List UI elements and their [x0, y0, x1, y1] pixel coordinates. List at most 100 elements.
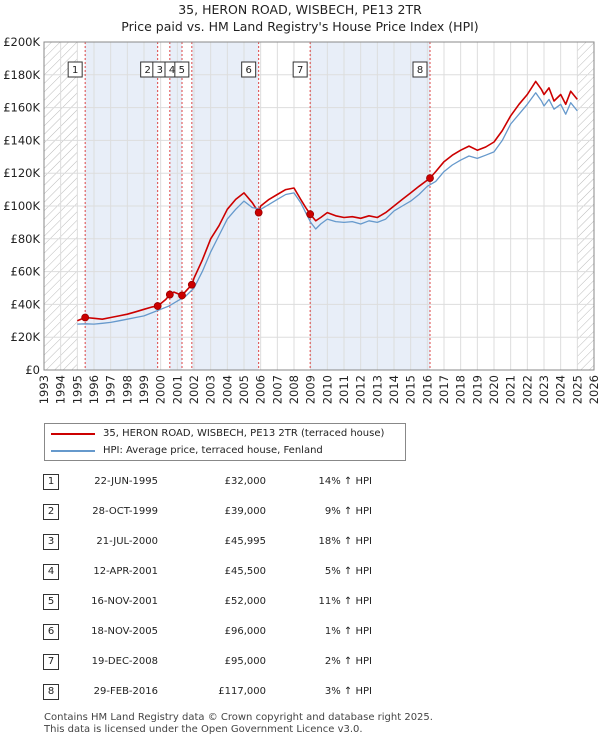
- property-price-line: [76, 80, 578, 322]
- row-number-badge: 2: [43, 504, 59, 520]
- sale-label-text: 5: [179, 65, 185, 76]
- sale-label-text: 2: [144, 65, 150, 76]
- x-tick-label: 1996: [87, 375, 101, 404]
- row-date: 21-JUL-2000: [96, 536, 158, 547]
- y-tick-label: £180K: [3, 68, 40, 82]
- x-tick-label: 2007: [270, 375, 284, 404]
- row-price: £52,000: [224, 596, 266, 607]
- row-price: £39,000: [224, 506, 266, 517]
- sale-label-text: 1: [72, 65, 78, 76]
- legend-label-hpi: HPI: Average price, terraced house, Fenl…: [103, 445, 323, 456]
- row-number-badge: 4: [43, 564, 59, 580]
- hpi-line: [77, 92, 578, 325]
- row-date: 29-FEB-2016: [93, 686, 158, 697]
- x-tick-label: 2008: [287, 375, 301, 404]
- y-tick-label: £20K: [11, 330, 41, 344]
- legend-label-property: 35, HERON ROAD, WISBECH, PE13 2TR (terra…: [103, 428, 385, 439]
- table-row: 1 22-JUN-1995 £32,000 14% ↑ HPI: [0, 472, 600, 494]
- y-tick-label: £160K: [3, 101, 40, 115]
- sale-label-text: 4: [169, 65, 175, 76]
- x-tick-label: 2002: [187, 375, 201, 404]
- sale-point: [178, 291, 186, 300]
- x-tick-label: 1994: [54, 375, 68, 404]
- x-tick-label: 2001: [170, 375, 184, 404]
- row-price: £32,000: [224, 476, 266, 487]
- x-tick-label: 2012: [354, 375, 368, 404]
- x-tick-label: 2009: [304, 375, 318, 404]
- x-tick-label: 2025: [570, 375, 584, 404]
- row-hpi-change: 3% ↑ HPI: [324, 686, 372, 697]
- sale-point: [254, 208, 263, 217]
- x-tick-label: 2014: [387, 375, 401, 404]
- row-number-badge: 3: [43, 534, 59, 550]
- row-price: £117,000: [218, 686, 266, 697]
- row-hpi-change: 9% ↑ HPI: [324, 506, 372, 517]
- x-tick-label: 1995: [70, 375, 84, 404]
- x-tick-label: 2020: [487, 375, 501, 404]
- row-date: 18-NOV-2005: [91, 626, 158, 637]
- x-tick-label: 2024: [554, 375, 568, 404]
- footer-licence: This data is licensed under the Open Gov…: [44, 724, 363, 735]
- chart-title: 35, HERON ROAD, WISBECH, PE13 2TR: [178, 2, 422, 17]
- plot-frame: [43, 41, 595, 371]
- row-hpi-change: 1% ↑ HPI: [324, 626, 372, 637]
- x-tick-label: 2015: [404, 375, 418, 404]
- sale-label-text: 6: [245, 65, 251, 76]
- table-row: 3 21-JUL-2000 £45,995 18% ↑ HPI: [0, 532, 600, 554]
- y-tick-label: £100K: [3, 199, 40, 213]
- x-tick-label: 2004: [220, 375, 234, 404]
- x-tick-label: 2026: [587, 375, 600, 404]
- sale-point: [165, 290, 174, 299]
- row-number-badge: 5: [43, 594, 59, 610]
- table-row: 2 28-OCT-1999 £39,000 9% ↑ HPI: [0, 502, 600, 524]
- x-tick-label: 2016: [420, 375, 434, 404]
- row-number-badge: 8: [43, 684, 59, 700]
- row-price: £45,995: [224, 536, 266, 547]
- legend-swatch-property: [51, 433, 95, 435]
- y-tick-label: £40K: [11, 297, 41, 311]
- sale-point: [81, 313, 90, 322]
- footer-copyright: Contains HM Land Registry data © Crown c…: [44, 712, 433, 723]
- x-tick-label: 2000: [154, 375, 168, 404]
- row-hpi-change: 11% ↑ HPI: [318, 596, 372, 607]
- x-tick-label: 2019: [470, 375, 484, 404]
- row-number-badge: 1: [43, 474, 59, 490]
- x-tick-label: 1998: [120, 375, 134, 404]
- x-tick-label: 2017: [437, 375, 451, 404]
- row-date: 22-JUN-1995: [94, 476, 158, 487]
- sale-label-text: 8: [417, 65, 423, 76]
- y-tick-label: £120K: [3, 166, 40, 180]
- x-tick-label: 2013: [370, 375, 384, 404]
- chart-subtitle: Price paid vs. HM Land Registry's House …: [121, 19, 479, 34]
- y-tick-label: £0: [25, 363, 40, 377]
- x-tick-label: 2022: [520, 375, 534, 404]
- row-number-badge: 7: [43, 654, 59, 670]
- row-price: £95,000: [224, 656, 266, 667]
- row-date: 12-APR-2001: [93, 566, 158, 577]
- table-row: 5 16-NOV-2001 £52,000 11% ↑ HPI: [0, 592, 600, 614]
- y-tick-label: £80K: [11, 232, 41, 246]
- row-date: 28-OCT-1999: [92, 506, 158, 517]
- row-date: 19-DEC-2008: [91, 656, 158, 667]
- row-hpi-change: 2% ↑ HPI: [324, 656, 372, 667]
- sale-label-box: [292, 61, 308, 78]
- sale-point: [153, 302, 162, 310]
- sale-label-text: 7: [297, 65, 303, 76]
- x-tick-label: 1999: [137, 375, 151, 404]
- sale-point: [426, 174, 434, 183]
- sale-label-box: [67, 61, 83, 78]
- table-row: 6 18-NOV-2005 £96,000 1% ↑ HPI: [0, 622, 600, 644]
- sale-label-box: [174, 61, 190, 78]
- sale-label-box: [412, 61, 428, 78]
- row-hpi-change: 5% ↑ HPI: [324, 566, 372, 577]
- sale-point: [306, 210, 315, 219]
- x-tick-label: 2006: [254, 375, 268, 404]
- y-tick-label: £60K: [11, 265, 41, 279]
- legend-swatch-hpi: [51, 450, 95, 452]
- table-row: 4 12-APR-2001 £45,500 5% ↑ HPI: [0, 562, 600, 584]
- y-tick-label: £200K: [3, 35, 40, 49]
- x-tick-label: 2018: [454, 375, 468, 404]
- row-hpi-change: 18% ↑ HPI: [318, 536, 372, 547]
- row-price: £96,000: [224, 626, 266, 637]
